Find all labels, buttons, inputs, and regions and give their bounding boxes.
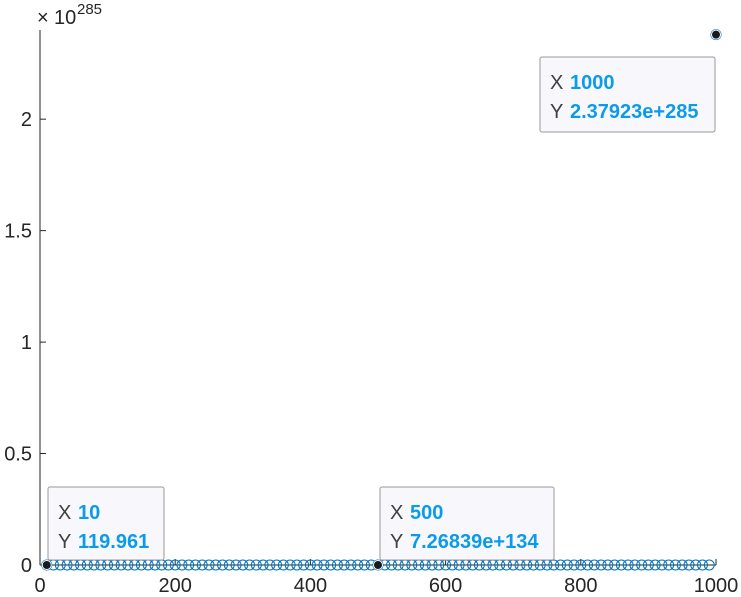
data-point: [352, 559, 364, 571]
datatip-y-key: Y: [390, 531, 403, 553]
data-point: [318, 559, 330, 571]
datatip-x-value: 500: [410, 502, 443, 524]
data-point: [663, 559, 675, 571]
datatip-y-value: 119.961: [78, 531, 149, 553]
data-point: [264, 559, 276, 571]
data-point: [257, 559, 269, 571]
datatip-x-value: 10: [78, 502, 100, 524]
data-point: [284, 559, 296, 571]
y-tick-label: 1.5: [4, 221, 32, 243]
datatip-y-key: Y: [550, 101, 563, 123]
data-point: [676, 559, 688, 571]
x-tick-label: 400: [294, 575, 327, 597]
datatip-x-value: 1000: [570, 72, 615, 94]
data-point: [358, 559, 370, 571]
data-point: [196, 559, 208, 571]
y-tick-label: 2: [21, 109, 32, 131]
data-point: [696, 559, 708, 571]
data-point: [338, 559, 350, 571]
data-point: [582, 559, 594, 571]
data-point: [690, 559, 702, 571]
x-tick-label: 600: [429, 575, 462, 597]
data-point: [629, 559, 641, 571]
data-point: [588, 559, 600, 571]
data-point: [622, 559, 634, 571]
data-point: [298, 559, 310, 571]
datatip-y-value: 2.37923e+285: [570, 101, 698, 123]
x-tick-label: 200: [159, 575, 192, 597]
data-point: [325, 559, 337, 571]
data-point: [183, 559, 195, 571]
data-point: [636, 559, 648, 571]
data-point: [311, 559, 323, 571]
datatip-y-value: 7.26839e+134: [410, 531, 539, 553]
data-point: [656, 559, 668, 571]
datatip-marker: [373, 560, 383, 570]
data-point: [250, 559, 262, 571]
y-exponent-base: 10: [54, 7, 76, 29]
y-exponent-times: ×: [37, 7, 49, 29]
datatip-box: [539, 56, 716, 133]
datatip-marker: [711, 29, 721, 40]
datatip: X 1000 Y 2.37923e+285: [539, 56, 716, 133]
datatip-x-key: X: [550, 72, 563, 94]
data-point: [602, 559, 614, 571]
data-point: [649, 559, 661, 571]
data-point: [669, 559, 681, 571]
y-tick-label: 0.5: [4, 444, 32, 466]
data-point: [203, 559, 215, 571]
datatip-box: [47, 486, 165, 561]
data-point: [223, 559, 235, 571]
data-point: [230, 559, 242, 571]
datatip: X 10 Y 119.961: [47, 486, 165, 561]
data-point: [217, 559, 229, 571]
data-point: [595, 559, 607, 571]
x-tick-label: 800: [564, 575, 597, 597]
data-point: [642, 559, 654, 571]
data-point: [277, 559, 289, 571]
data-point: [271, 559, 283, 571]
datatip-y-key: Y: [58, 531, 71, 553]
data-point: [555, 559, 567, 571]
data-point: [561, 559, 573, 571]
data-point: [609, 559, 621, 571]
data-point: [304, 559, 316, 571]
data-point: [176, 559, 188, 571]
x-tick-label: 0: [34, 575, 45, 597]
data-point: [162, 559, 174, 571]
data-point: [244, 559, 256, 571]
datatip: X 500 Y 7.26839e+134: [379, 486, 555, 561]
datatip-x-key: X: [58, 502, 71, 524]
y-tick-label: 1: [21, 332, 32, 354]
y-exponent-power: 285: [77, 1, 102, 18]
datatip-x-key: X: [390, 502, 403, 524]
data-point: [703, 559, 715, 571]
datatip-box: [379, 486, 555, 561]
data-point: [291, 559, 303, 571]
x-tick-label: 1000: [694, 575, 739, 597]
data-point: [575, 559, 587, 571]
data-point: [615, 559, 627, 571]
y-exponent-label: × 10 285: [37, 1, 102, 29]
data-point: [189, 559, 201, 571]
data-point: [237, 559, 249, 571]
data-point: [548, 559, 560, 571]
data-point: [210, 559, 222, 571]
data-point: [169, 559, 181, 571]
data-point: [345, 559, 357, 571]
data-point: [568, 559, 580, 571]
datatip-marker: [41, 560, 52, 570]
y-tick-label: 0: [21, 555, 32, 577]
data-point: [331, 559, 343, 571]
data-point: [683, 559, 695, 571]
